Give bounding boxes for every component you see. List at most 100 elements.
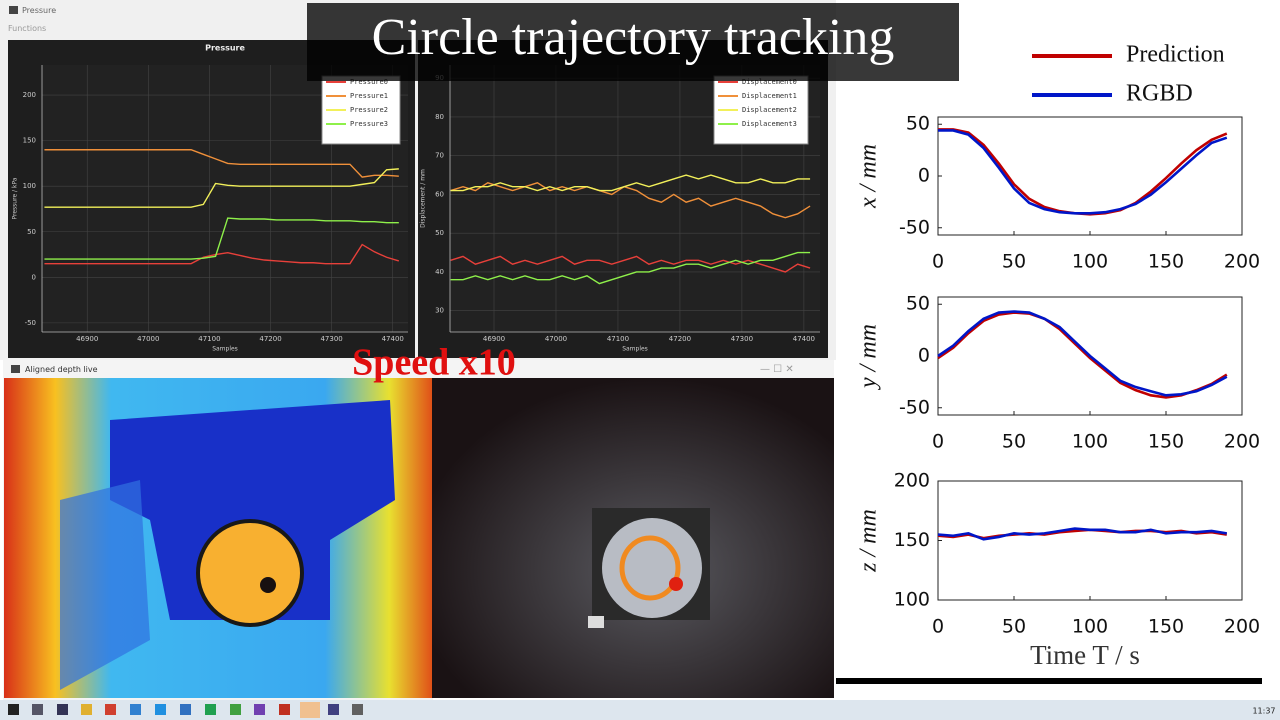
title-overlay <box>307 3 959 81</box>
x-tick-label: 47300 <box>731 335 753 343</box>
x-tick-label: 200 <box>1224 616 1260 638</box>
series-line <box>450 174 811 192</box>
depth-region <box>110 400 395 620</box>
depth-object <box>196 519 304 627</box>
taskbar-icon[interactable] <box>352 704 363 715</box>
y-axis-label: Pressure / kPa <box>12 177 19 219</box>
chart-title: Pressure <box>205 44 245 53</box>
plot-box <box>937 116 1243 236</box>
x-tick-label: 47300 <box>320 335 342 343</box>
x-tick-label: 47400 <box>793 335 815 343</box>
legend-label: Pressure3 <box>350 120 388 128</box>
taskbar-icon[interactable] <box>254 704 265 715</box>
y-tick-label: 80 <box>435 113 444 121</box>
plot-box <box>937 480 1243 601</box>
marker <box>588 616 604 628</box>
legend-label: Pressure1 <box>350 92 388 100</box>
series-line <box>450 182 811 219</box>
menu-item[interactable]: Functions <box>8 24 46 33</box>
legend-label: Displacement2 <box>742 106 797 114</box>
y-tick-label: 150 <box>894 529 930 551</box>
x-tick-label: 47000 <box>545 335 567 343</box>
taskbar-icon[interactable] <box>155 704 166 715</box>
y-tick-label: 50 <box>906 293 930 315</box>
x-tick-label: 50 <box>1002 616 1026 638</box>
y-tick-label: 200 <box>894 470 930 492</box>
series-line <box>937 527 1228 541</box>
app-icon <box>9 6 18 14</box>
y-axis-label: y / mm <box>856 324 882 390</box>
taskbar-icon-active[interactable] <box>300 702 320 718</box>
y-tick-label: 0 <box>918 345 930 367</box>
y-tick-label: 100 <box>23 182 36 190</box>
depth-region <box>60 480 150 690</box>
x-tick-label: 200 <box>1224 431 1260 453</box>
depth-hole <box>260 577 276 593</box>
taskbar-icon[interactable] <box>180 704 191 715</box>
series-line <box>450 251 811 285</box>
y-tick-label: 200 <box>23 91 36 99</box>
scrollbar <box>836 678 1262 684</box>
window-title: Pressure <box>22 6 56 15</box>
video-title: Circle trajectory tracking <box>372 9 895 66</box>
taskbar <box>0 700 1280 720</box>
start-button[interactable] <box>8 704 19 715</box>
series-line <box>44 243 400 265</box>
legend-label: Displacement0 <box>742 78 797 86</box>
window-controls: — ☐ ✕ <box>760 364 794 375</box>
x-tick-label: 47200 <box>259 335 281 343</box>
series-line <box>44 149 399 178</box>
y-tick-label: 0 <box>32 273 36 281</box>
taskbar-icon[interactable] <box>205 704 216 715</box>
x-tick-label: 100 <box>1072 251 1108 273</box>
taskbar-icons <box>8 702 363 718</box>
speed-label: Speed x10 <box>352 342 516 384</box>
clock: 11:37 <box>1252 707 1275 716</box>
x-tick-label: 100 <box>1072 431 1108 453</box>
x-tick-label: 0 <box>932 616 944 638</box>
y-tick-label: 50 <box>906 113 930 135</box>
trajectory-trace <box>619 535 681 601</box>
legend-label: Pressure2 <box>350 106 388 114</box>
y-tick-label: 150 <box>23 137 36 145</box>
y-tick-label: 0 <box>918 165 930 187</box>
series-line <box>450 255 811 273</box>
y-axis-label: Displacement / mm <box>420 169 427 228</box>
legend-label: Pressure0 <box>350 78 388 86</box>
y-tick-label: 30 <box>435 307 444 315</box>
x-tick-label: 150 <box>1148 616 1184 638</box>
taskbar-icon[interactable] <box>230 704 241 715</box>
series-line <box>937 310 1228 397</box>
x-axis-label: Samples <box>212 346 238 353</box>
robot-disc <box>602 518 702 618</box>
taskbar-icon[interactable] <box>279 704 290 715</box>
x-tick-label: 47100 <box>198 335 220 343</box>
x-tick-label: 50 <box>1002 251 1026 273</box>
taskbar-icon[interactable] <box>328 704 339 715</box>
window-title: Aligned depth live <box>25 365 98 374</box>
x-tick-label: 47400 <box>382 335 404 343</box>
x-tick-label: 46900 <box>76 335 98 343</box>
y-tick-label: 100 <box>894 589 930 611</box>
series-line <box>44 217 399 260</box>
tracked-point <box>669 577 683 591</box>
y-tick-label: 70 <box>435 152 444 160</box>
x-axis-label: Samples <box>622 346 648 353</box>
x-tick-label: 0 <box>932 431 944 453</box>
legend-label: Prediction <box>1126 42 1225 68</box>
search-button[interactable] <box>32 704 43 715</box>
x-tick-label: 100 <box>1072 616 1108 638</box>
camera-window-bar <box>432 360 834 378</box>
x-axis-label: Time T / s <box>1030 640 1140 670</box>
x-tick-label: 47000 <box>137 335 159 343</box>
taskbar-icon[interactable] <box>57 704 68 715</box>
taskbar-icon[interactable] <box>81 704 92 715</box>
taskbar-icon[interactable] <box>130 704 141 715</box>
taskbar-icon[interactable] <box>105 704 116 715</box>
legend-label: Displacement1 <box>742 92 797 100</box>
y-tick-label: 50 <box>27 228 36 236</box>
y-tick-label: -50 <box>25 319 36 327</box>
series-line <box>938 129 1228 215</box>
